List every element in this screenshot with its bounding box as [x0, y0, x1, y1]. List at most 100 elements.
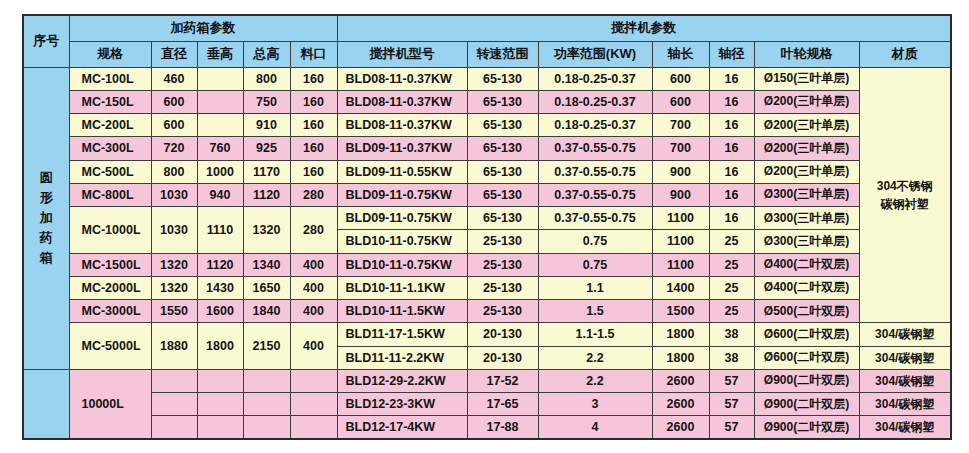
table-row: MC-3000L155016001840400BLD10-11-1.5KW25-…	[23, 300, 951, 323]
model-cell: BLD10-11-1.1KW	[337, 276, 467, 299]
table-cell: 38	[709, 346, 754, 369]
table-cell: 1340	[243, 253, 290, 276]
spec-cell: MC-800L	[69, 183, 151, 206]
header-shaft-diameter: 轴径	[709, 41, 754, 67]
table-row: MC-150L600750160BLD08-11-0.37KW65-1300.1…	[23, 90, 951, 113]
table-cell: 1.5	[538, 300, 652, 323]
table-cell	[243, 416, 290, 439]
table-cell: 900	[652, 160, 709, 183]
table-cell	[197, 416, 243, 439]
table-cell: 1400	[652, 276, 709, 299]
table-cell: 280	[290, 207, 337, 254]
spec-cell: MC-1500L	[69, 253, 151, 276]
header-row-columns: 规格 直径 垂高 总高 料口 搅拌机型号 转速范围 功率范围(KW) 轴长 轴径…	[23, 41, 951, 67]
table-cell: 16	[709, 183, 754, 206]
table-cell: 1550	[151, 300, 197, 323]
table-cell: 17-52	[467, 369, 538, 392]
table-cell: 400	[290, 276, 337, 299]
table-cell: 65-130	[467, 183, 538, 206]
table-cell: 2.2	[538, 369, 652, 392]
table-cell: 0.37-0.55-0.75	[538, 207, 652, 230]
table-cell: 57	[709, 393, 754, 416]
table-cell: 800	[243, 67, 290, 90]
spec-cell: MC-300L	[69, 137, 151, 160]
header-mixer-group: 搅拌机参数	[337, 15, 951, 41]
table-cell: 1120	[197, 253, 243, 276]
impeller-cell: Ø200(三叶单层)	[754, 114, 859, 137]
table-cell: 600	[151, 114, 197, 137]
material-cell: 304/碳钢塑	[859, 416, 951, 439]
table-cell: 1320	[243, 207, 290, 254]
table-cell: 16	[709, 67, 754, 90]
table-cell: 0.37-0.55-0.75	[538, 160, 652, 183]
table-cell: 0.37-0.55-0.75	[538, 183, 652, 206]
table-cell: 0.37-0.55-0.75	[538, 137, 652, 160]
table-cell	[243, 393, 290, 416]
table-cell: 700	[652, 137, 709, 160]
table-cell: 17-88	[467, 416, 538, 439]
table-cell: 0.18-0.25-0.37	[538, 90, 652, 113]
table-cell: 0.18-0.25-0.37	[538, 67, 652, 90]
model-cell: BLD12-17-4KW	[337, 416, 467, 439]
table-cell: 600	[151, 90, 197, 113]
material-cell: 304/碳钢塑	[859, 346, 951, 369]
material-cell: 304/碳钢塑	[859, 323, 951, 346]
table-cell: 65-130	[467, 160, 538, 183]
header-total-height: 总高	[243, 41, 290, 67]
spec-cell: MC-200L	[69, 114, 151, 137]
table-row: MC-200L600910160BLD08-11-0.37KW65-1300.1…	[23, 114, 951, 137]
table-cell: 0.18-0.25-0.37	[538, 114, 652, 137]
model-cell: BLD12-23-3KW	[337, 393, 467, 416]
table-cell: 1100	[652, 207, 709, 230]
table-cell: 2.2	[538, 346, 652, 369]
model-cell: BLD09-11-0.37KW	[337, 137, 467, 160]
table-cell: 25-130	[467, 276, 538, 299]
table-cell: 2600	[652, 393, 709, 416]
table-cell: 1840	[243, 300, 290, 323]
material-cell: 304/碳钢塑	[859, 369, 951, 392]
model-cell: BLD10-11-0.75KW	[337, 230, 467, 253]
table-cell: 460	[151, 67, 197, 90]
spec-cell: MC-150L	[69, 90, 151, 113]
table-cell: 160	[290, 67, 337, 90]
impeller-cell: Ø200(三叶单层)	[754, 137, 859, 160]
table-cell	[290, 393, 337, 416]
table-cell	[151, 416, 197, 439]
table-cell: 0.75	[538, 253, 652, 276]
table-row: MC-500L80010001170160BLD09-11-0.55KW65-1…	[23, 160, 951, 183]
table-cell	[290, 416, 337, 439]
table-cell: 1880	[151, 323, 197, 370]
table-cell	[197, 90, 243, 113]
table-cell: 25	[709, 230, 754, 253]
model-cell: BLD10-11-0.75KW	[337, 253, 467, 276]
table-cell: 1800	[652, 323, 709, 346]
table-cell: 25-130	[467, 253, 538, 276]
impeller-cell: Ø900(二叶双层)	[754, 393, 859, 416]
table-cell: 750	[243, 90, 290, 113]
table-cell: 800	[151, 160, 197, 183]
table-row: BLD12-17-4KW17-884260057Ø900(二叶双层)304/碳钢…	[23, 416, 951, 439]
table-cell: 1030	[151, 207, 197, 254]
table-cell: 400	[290, 300, 337, 323]
model-cell: BLD11-11-2.2KW	[337, 346, 467, 369]
table-row: MC-5000L188018002150400BLD11-17-1.5KW20-…	[23, 323, 951, 346]
table-cell: 25-130	[467, 300, 538, 323]
table-cell	[243, 369, 290, 392]
table-cell: 1120	[243, 183, 290, 206]
serial-empty-cell	[23, 369, 69, 439]
table-cell: 160	[290, 114, 337, 137]
row-group-label: 圆 形 加 药 箱	[23, 67, 69, 369]
header-row-groups: 序号 加药箱参数 搅拌机参数	[23, 15, 951, 41]
table-cell: 400	[290, 253, 337, 276]
table-row: MC-300L720760925160BLD09-11-0.37KW65-130…	[23, 137, 951, 160]
model-cell: BLD09-11-0.75KW	[337, 183, 467, 206]
impeller-cell: Ø200(三叶单层)	[754, 90, 859, 113]
impeller-cell: Ø600(二叶双层)	[754, 323, 859, 346]
table-cell: 65-130	[467, 137, 538, 160]
table-cell: 65-130	[467, 114, 538, 137]
table-row: MC-1000L103011101320280BLD09-11-0.75KW65…	[23, 207, 951, 230]
table-cell: 1110	[197, 207, 243, 254]
header-mixer-model: 搅拌机型号	[337, 41, 467, 67]
table-cell: 1320	[151, 276, 197, 299]
table-cell: 20-130	[467, 323, 538, 346]
